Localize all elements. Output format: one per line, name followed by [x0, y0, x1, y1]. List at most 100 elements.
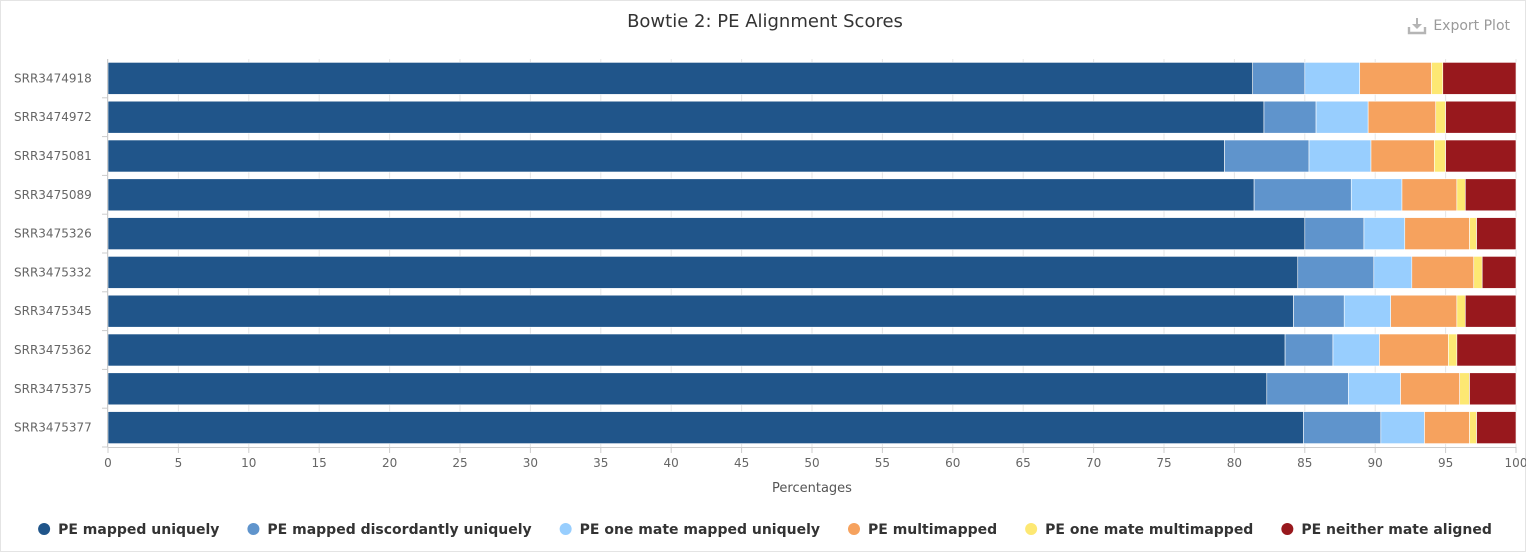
bar-segment — [107, 294, 1294, 328]
bar-segment — [1348, 372, 1401, 406]
x-tick-label: 65 — [1016, 456, 1031, 470]
x-axis-title: Percentages — [772, 481, 852, 496]
bar-segment — [107, 256, 1299, 289]
bar-segment — [1456, 294, 1466, 328]
bar-segment — [1401, 178, 1458, 212]
y-category-label: SRR3474972 — [14, 110, 92, 124]
bar-segment — [1297, 256, 1375, 289]
x-tick-label: 50 — [804, 456, 819, 470]
x-tick-label: 80 — [1227, 456, 1242, 470]
bar-segment — [1435, 100, 1446, 134]
bar-segment — [1424, 411, 1470, 444]
x-tick-label: 90 — [1368, 456, 1383, 470]
bar-segment — [1390, 294, 1458, 328]
x-tick-label: 45 — [734, 456, 749, 470]
bar-segment — [1465, 178, 1517, 212]
bar-segment — [1252, 62, 1306, 95]
bar-segment — [1469, 372, 1517, 406]
bar-segment — [1431, 62, 1444, 95]
y-category-label: SRR3475089 — [14, 188, 92, 202]
x-tick-label: 30 — [523, 456, 538, 470]
bar-segment — [1315, 100, 1369, 134]
bar-segment — [1434, 139, 1446, 173]
y-category-label: SRR3475377 — [14, 421, 92, 435]
bar-segment — [1370, 139, 1435, 173]
y-category-label: SRR3475345 — [14, 304, 92, 318]
bar-segment — [1469, 217, 1477, 250]
bar-segment — [1363, 217, 1406, 250]
legend-label: PE one mate mapped uniquely — [580, 522, 820, 538]
bar-segment — [1303, 411, 1382, 444]
export-plot-label: Export Plot — [1433, 18, 1510, 34]
bar-segment — [1304, 217, 1365, 250]
bar-segment — [1445, 100, 1517, 134]
legend-marker — [1281, 523, 1294, 535]
legend-marker — [247, 523, 260, 535]
bar-segment — [1442, 62, 1517, 95]
bar-segment — [1359, 62, 1432, 95]
axes: 0 5 10 15 20 25 30 35 40 45 50 55 60 65 70 75 80 85 90 95 10… — [14, 59, 1526, 470]
bar-segment — [1400, 372, 1460, 406]
bar-segment — [1304, 62, 1361, 95]
bar-segment — [107, 333, 1286, 367]
bars — [107, 62, 1517, 444]
x-tick-label: 20 — [382, 456, 397, 470]
bar-segment — [1481, 256, 1517, 289]
x-tick-label: 100 — [1505, 456, 1526, 470]
export-plot-button[interactable]: Export Plot — [1407, 15, 1510, 37]
legend-marker — [848, 523, 860, 535]
bar-segment — [1411, 256, 1475, 289]
bar-segment — [1476, 411, 1517, 444]
bar-segment — [1263, 100, 1317, 134]
bar-segment — [1332, 333, 1380, 367]
bar-segment — [107, 411, 1304, 444]
bar-segment — [1473, 256, 1483, 289]
bar-segment — [1456, 178, 1466, 212]
x-tick-label: 25 — [452, 456, 467, 470]
bar-segment — [1465, 294, 1517, 328]
legend-label: PE neither mate aligned — [1301, 522, 1492, 538]
bar-segment — [1293, 294, 1345, 328]
y-category-label: SRR3475332 — [14, 265, 92, 279]
bar-segment — [1476, 217, 1517, 250]
legend-label: PE mapped uniquely — [58, 522, 219, 538]
bar-segment — [1445, 139, 1517, 173]
bar-segment — [107, 100, 1265, 134]
bar-segment — [1224, 139, 1310, 173]
y-category-label: SRR3475362 — [14, 343, 92, 357]
x-tick-label: 60 — [945, 456, 960, 470]
legend-marker — [559, 523, 572, 535]
bar-segment — [1266, 372, 1349, 406]
bar-segment — [107, 178, 1255, 212]
x-tick-label: 10 — [241, 456, 256, 470]
chart-title: Bowtie 2: PE Alignment Scores — [627, 11, 903, 32]
y-category-label: SRR3474918 — [14, 71, 92, 85]
legend-marker — [1025, 523, 1038, 535]
x-tick-label: 35 — [593, 456, 608, 470]
bar-segment — [107, 62, 1254, 95]
x-tick-label: 0 — [104, 456, 112, 470]
x-tick-label: 95 — [1438, 456, 1453, 470]
legend: PE mapped uniquely PE mapped discordantly… — [38, 522, 1492, 538]
legend-label: PE mapped discordantly uniquely — [267, 522, 531, 538]
bar-segment — [107, 139, 1225, 173]
bar-segment — [1448, 333, 1458, 367]
bar-segment — [107, 217, 1306, 250]
x-tick-label: 75 — [1156, 456, 1171, 470]
bar-segment — [1284, 333, 1334, 367]
x-tick-label: 5 — [175, 456, 183, 470]
x-tick-label: 15 — [312, 456, 327, 470]
bar-segment — [1456, 333, 1517, 367]
bar-segment — [1380, 411, 1425, 444]
bar-segment — [1404, 217, 1470, 250]
bar-segment — [1459, 372, 1470, 406]
bar-segment — [1343, 294, 1391, 328]
bar-segment — [1373, 256, 1413, 289]
bar-segment — [1308, 139, 1372, 173]
bar-segment — [1350, 178, 1403, 212]
y-category-label: SRR3475375 — [14, 382, 92, 396]
legend-marker — [38, 523, 51, 535]
legend-label: PE one mate multimapped — [1045, 522, 1253, 538]
bar-segment — [107, 372, 1268, 406]
